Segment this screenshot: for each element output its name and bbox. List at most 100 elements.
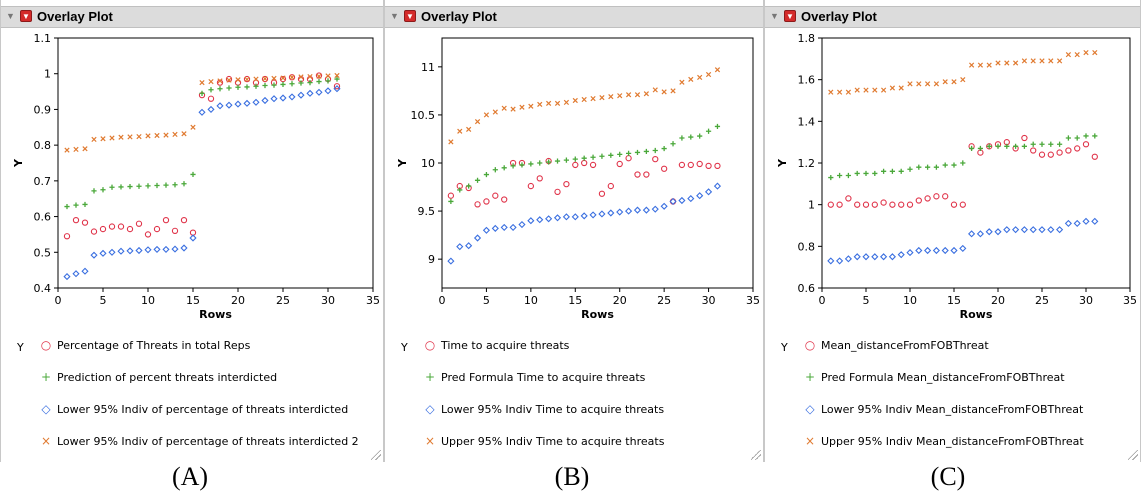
resize-grip-icon[interactable] xyxy=(751,450,761,460)
data-point-plus xyxy=(608,152,614,158)
x-tick-label: 25 xyxy=(1035,294,1049,307)
data-point-x xyxy=(262,76,268,82)
data-point-circle xyxy=(1021,134,1028,142)
x-marker-icon: × xyxy=(804,434,816,448)
data-point-diamond xyxy=(545,215,553,223)
data-point-circle xyxy=(243,75,251,83)
data-point-circle xyxy=(279,75,287,83)
data-point-plus xyxy=(519,162,525,168)
data-point-diamond xyxy=(924,246,932,255)
data-point-plus xyxy=(617,151,623,157)
data-point-circle xyxy=(660,165,668,172)
panel-titlebar: ▼ ▼ Overlay Plot xyxy=(385,6,763,28)
data-point-x xyxy=(1056,58,1063,64)
y-tick-label: 9.5 xyxy=(418,205,436,218)
y-tick-label: 0.6 xyxy=(34,211,52,224)
data-point-x xyxy=(670,88,676,94)
data-point-diamond xyxy=(117,247,125,255)
data-point-x xyxy=(1004,60,1010,66)
x-axis-label: Rows xyxy=(581,308,614,321)
scatter-plot: 0.6 0.8 1 1.2 1.4 1.6 1.8 0 5 10 15 20 25 30 35 Rows Y xyxy=(776,32,1137,321)
data-point-plus xyxy=(64,203,70,210)
data-point-circle xyxy=(171,227,179,235)
data-point-diamond xyxy=(252,98,260,106)
data-point-plus xyxy=(1039,141,1045,147)
data-point-circle xyxy=(180,216,188,224)
y-axis-label: Y xyxy=(776,158,789,168)
data-point-plus xyxy=(581,155,587,161)
data-point-plus xyxy=(118,184,124,190)
data-point-x xyxy=(705,71,712,78)
data-point-x xyxy=(457,128,463,134)
data-point-plus xyxy=(244,84,250,90)
data-point-diamond xyxy=(660,202,668,210)
data-point-circle xyxy=(81,219,89,226)
data-point-plus xyxy=(136,183,142,189)
red-triangle-menu-icon[interactable]: ▼ xyxy=(20,10,32,22)
data-point-diamond xyxy=(589,211,597,219)
data-point-plus xyxy=(510,163,516,169)
data-point-x xyxy=(127,134,133,140)
data-point-x xyxy=(118,134,124,140)
data-point-diamond xyxy=(1082,217,1090,225)
x-tick-label: 10 xyxy=(903,294,917,307)
data-point-circle xyxy=(572,161,579,169)
red-triangle-menu-icon[interactable]: ▼ xyxy=(784,10,796,22)
data-point-plus xyxy=(599,153,605,159)
data-point-circle xyxy=(492,192,499,199)
data-point-x xyxy=(679,79,685,85)
data-point-x xyxy=(1039,58,1045,64)
data-point-diamond xyxy=(198,108,206,116)
data-point-diamond xyxy=(518,220,526,229)
resize-grip-icon[interactable] xyxy=(1128,450,1138,460)
x-tick-label: 15 xyxy=(568,294,582,307)
data-point-circle xyxy=(144,231,152,238)
data-point-circle xyxy=(696,160,703,168)
data-point-x xyxy=(271,75,277,81)
x-tick-label: 0 xyxy=(819,294,826,307)
x-marker-icon: × xyxy=(40,434,52,448)
y-tick-label: 1 xyxy=(44,68,51,81)
y-tick-label: 0.9 xyxy=(34,103,52,116)
disclosure-triangle-icon[interactable]: ▼ xyxy=(770,11,779,21)
data-point-diamond xyxy=(553,214,562,222)
data-point-diamond xyxy=(994,228,1002,236)
data-point-diamond xyxy=(880,253,888,261)
data-point-diamond xyxy=(456,243,464,251)
data-point-diamond xyxy=(906,249,914,257)
data-point-plus xyxy=(546,159,552,165)
data-point-plus xyxy=(661,145,667,152)
scatter-plot: 0.4 0.5 0.6 0.7 0.8 0.9 1 1.1 0 5 10 15 20 25 30 35 Rows… xyxy=(12,32,380,321)
data-point-x xyxy=(519,104,525,110)
data-point-x xyxy=(714,67,721,73)
data-point-plus xyxy=(457,187,463,193)
y-tick-label: 1.2 xyxy=(798,157,816,170)
legend-item: × Upper 95% Indiv Time to acquire threats xyxy=(423,434,664,448)
data-point-x xyxy=(968,62,975,68)
y-tick-label: 0.5 xyxy=(34,246,52,259)
data-point-diamond xyxy=(491,224,499,232)
data-point-x xyxy=(1092,49,1098,56)
disclosure-triangle-icon[interactable]: ▼ xyxy=(6,11,15,21)
data-point-x xyxy=(599,94,605,101)
data-point-x xyxy=(854,87,860,93)
data-point-x xyxy=(483,112,490,118)
data-point-x xyxy=(652,87,658,93)
disclosure-triangle-icon[interactable]: ▼ xyxy=(390,11,399,21)
data-point-x xyxy=(617,93,623,99)
data-point-diamond xyxy=(527,217,535,225)
data-point-plus xyxy=(714,123,721,130)
data-point-circle xyxy=(862,201,870,208)
data-point-plus xyxy=(951,162,957,168)
x-marker-icon: × xyxy=(424,434,436,448)
red-triangle-menu-icon[interactable]: ▼ xyxy=(404,10,416,22)
data-point-plus xyxy=(1057,141,1063,147)
data-point-circle xyxy=(63,233,71,240)
data-point-plus xyxy=(190,171,196,178)
panel-title: Overlay Plot xyxy=(801,9,877,24)
data-point-diamond xyxy=(696,192,704,200)
resize-grip-icon[interactable] xyxy=(371,450,381,460)
data-point-diamond xyxy=(225,101,233,109)
data-point-circle xyxy=(483,198,490,205)
data-point-plus xyxy=(889,168,895,174)
